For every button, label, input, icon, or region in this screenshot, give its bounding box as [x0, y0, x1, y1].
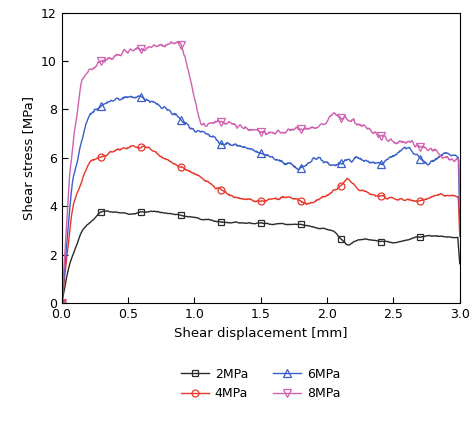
4MPa — [83, 167, 89, 172]
6MPa — [313, 157, 319, 162]
8MPa — [457, 206, 463, 211]
Line: 2MPa: 2MPa — [58, 208, 463, 306]
2MPa — [105, 208, 110, 213]
4MPa — [291, 196, 296, 201]
X-axis label: Shear displacement [mm]: Shear displacement [mm] — [174, 327, 347, 340]
4MPa — [402, 198, 408, 203]
6MPa — [59, 301, 64, 306]
8MPa — [402, 140, 408, 145]
4MPa — [301, 201, 307, 206]
8MPa — [291, 127, 296, 132]
8MPa — [301, 126, 307, 131]
2MPa — [291, 222, 296, 227]
6MPa — [137, 93, 143, 99]
4MPa — [129, 143, 135, 148]
6MPa — [457, 218, 463, 223]
2MPa — [361, 237, 367, 242]
6MPa — [402, 145, 408, 150]
2MPa — [59, 301, 64, 306]
Line: 4MPa: 4MPa — [58, 142, 463, 306]
Line: 6MPa: 6MPa — [57, 92, 464, 307]
2MPa — [402, 238, 408, 243]
Y-axis label: Shear stress [MPa]: Shear stress [MPa] — [22, 96, 36, 220]
8MPa — [361, 123, 367, 128]
2MPa — [83, 224, 89, 229]
4MPa — [59, 301, 64, 306]
6MPa — [361, 159, 367, 164]
2MPa — [301, 223, 307, 228]
8MPa — [59, 301, 64, 306]
4MPa — [313, 198, 319, 203]
2MPa — [457, 261, 463, 266]
4MPa — [457, 234, 463, 239]
2MPa — [313, 225, 319, 230]
4MPa — [361, 189, 367, 194]
8MPa — [313, 125, 319, 131]
8MPa — [83, 72, 89, 77]
6MPa — [301, 164, 307, 169]
Legend: 2MPa, 4MPa, 6MPa, 8MPa: 2MPa, 4MPa, 6MPa, 8MPa — [175, 362, 346, 406]
8MPa — [168, 39, 174, 44]
6MPa — [291, 163, 296, 168]
6MPa — [83, 121, 89, 126]
Line: 8MPa: 8MPa — [57, 37, 464, 307]
